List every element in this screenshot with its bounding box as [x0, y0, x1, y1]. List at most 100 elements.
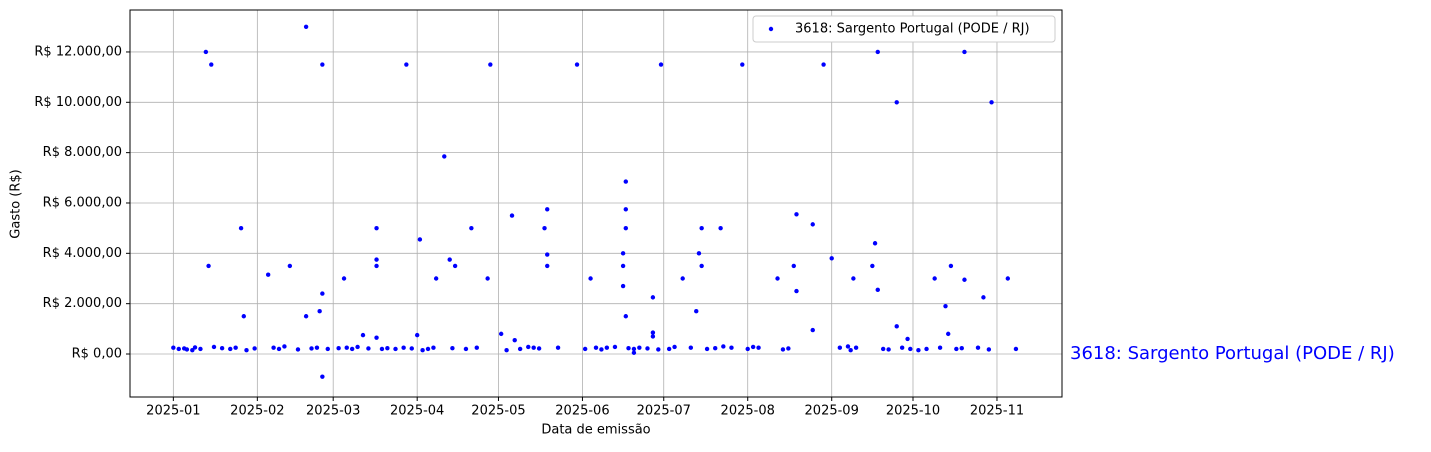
point [821, 62, 826, 67]
point [401, 345, 406, 350]
point [962, 277, 967, 282]
point [417, 237, 423, 242]
point [442, 154, 447, 159]
point [198, 346, 203, 352]
point [637, 345, 642, 350]
point [488, 62, 493, 67]
point [745, 346, 750, 352]
point [431, 345, 436, 350]
point [355, 344, 360, 350]
point [360, 332, 366, 338]
point [908, 346, 913, 352]
point [463, 346, 469, 352]
point [374, 263, 379, 269]
point [504, 348, 509, 353]
point [954, 346, 959, 352]
point [593, 345, 599, 350]
x-tick-label: 2025-11 [970, 404, 1024, 419]
point [287, 263, 293, 269]
point [233, 345, 238, 350]
point [620, 263, 626, 269]
point [385, 346, 390, 351]
x-tick-label: 2025-05 [471, 404, 525, 419]
point [452, 263, 458, 269]
y-tick-label: R$ 8.000,00 [43, 145, 122, 160]
legend-label: 3618: Sargento Portugal (PODE / RJ) [795, 22, 1030, 37]
point [875, 49, 880, 55]
y-tick-label: R$ 2.000,00 [43, 296, 122, 311]
point [810, 222, 815, 227]
point [252, 346, 257, 351]
point [851, 276, 856, 281]
point [450, 346, 455, 351]
point [409, 346, 414, 351]
point [512, 337, 517, 343]
y-tick-label: R$ 0,00 [72, 347, 122, 362]
point [924, 346, 929, 352]
point [303, 314, 309, 319]
plot-frame [129, 9, 1063, 398]
point [241, 314, 246, 319]
point [750, 344, 756, 350]
legend: 3618: Sargento Portugal (PODE / RJ) [752, 15, 1056, 43]
point [509, 213, 515, 218]
x-tick-label: 2025-08 [721, 404, 775, 419]
point [786, 346, 791, 351]
point [276, 346, 282, 352]
point [320, 291, 325, 296]
point [498, 331, 504, 337]
point [420, 348, 425, 353]
point [209, 62, 214, 67]
point [176, 346, 181, 352]
point [545, 252, 550, 257]
point [848, 348, 853, 353]
point [696, 251, 702, 256]
point [238, 225, 244, 231]
point [713, 346, 718, 351]
point [875, 287, 880, 293]
point [447, 257, 452, 262]
point [265, 272, 271, 277]
point [604, 345, 610, 350]
point [880, 346, 886, 352]
point [656, 347, 661, 352]
point [599, 347, 604, 352]
point [545, 263, 550, 269]
point [531, 345, 536, 350]
point [379, 346, 385, 352]
legend-marker [768, 26, 774, 32]
point [645, 346, 650, 351]
point [341, 276, 347, 281]
point [320, 374, 325, 379]
point [688, 345, 694, 350]
point [694, 309, 699, 314]
point [775, 276, 780, 281]
point [699, 263, 704, 269]
point [626, 346, 631, 351]
point [721, 344, 726, 349]
point [794, 212, 799, 217]
point [171, 345, 176, 350]
point [374, 257, 379, 262]
y-axis-label: Gasto (R$) [9, 169, 24, 238]
point [658, 62, 664, 67]
point [943, 303, 948, 309]
x-tick-label: 2025-09 [805, 404, 859, 419]
point [612, 344, 618, 350]
point [916, 348, 921, 353]
point [794, 288, 799, 294]
point [986, 347, 992, 352]
point [845, 344, 851, 349]
x-tick-label: 2025-02 [230, 404, 284, 419]
point [526, 344, 531, 350]
point [894, 100, 899, 105]
y-tick-label: R$ 10.000,00 [34, 95, 122, 110]
point [948, 263, 954, 269]
point [946, 331, 951, 337]
point [975, 345, 981, 350]
point [989, 100, 994, 105]
point [282, 344, 287, 349]
point [810, 327, 815, 333]
point [344, 345, 349, 350]
point [905, 336, 910, 342]
